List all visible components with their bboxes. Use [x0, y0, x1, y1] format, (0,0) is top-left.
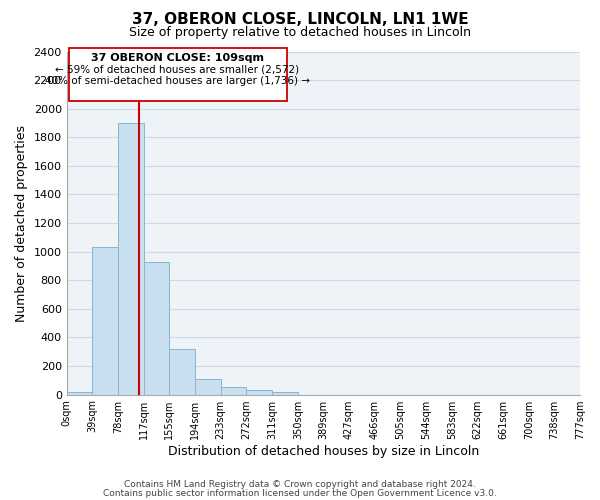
Bar [144, 262, 169, 394]
Text: Contains public sector information licensed under the Open Government Licence v3: Contains public sector information licen… [103, 489, 497, 498]
Bar [195, 379, 221, 394]
Bar [169, 349, 195, 395]
Text: 37 OBERON CLOSE: 109sqm: 37 OBERON CLOSE: 109sqm [91, 52, 263, 62]
X-axis label: Distribution of detached houses by size in Lincoln: Distribution of detached houses by size … [168, 444, 479, 458]
Bar [221, 388, 247, 394]
Y-axis label: Number of detached properties: Number of detached properties [15, 124, 28, 322]
Text: 40% of semi-detached houses are larger (1,736) →: 40% of semi-detached houses are larger (… [44, 76, 310, 86]
Bar [92, 248, 118, 394]
Text: 37, OBERON CLOSE, LINCOLN, LN1 1WE: 37, OBERON CLOSE, LINCOLN, LN1 1WE [131, 12, 469, 28]
Bar [67, 392, 92, 394]
Bar [118, 123, 144, 394]
Text: Contains HM Land Registry data © Crown copyright and database right 2024.: Contains HM Land Registry data © Crown c… [124, 480, 476, 489]
Bar [272, 392, 298, 394]
Bar [247, 390, 272, 394]
FancyBboxPatch shape [69, 48, 287, 101]
Text: Size of property relative to detached houses in Lincoln: Size of property relative to detached ho… [129, 26, 471, 39]
Text: ← 59% of detached houses are smaller (2,572): ← 59% of detached houses are smaller (2,… [55, 64, 299, 74]
